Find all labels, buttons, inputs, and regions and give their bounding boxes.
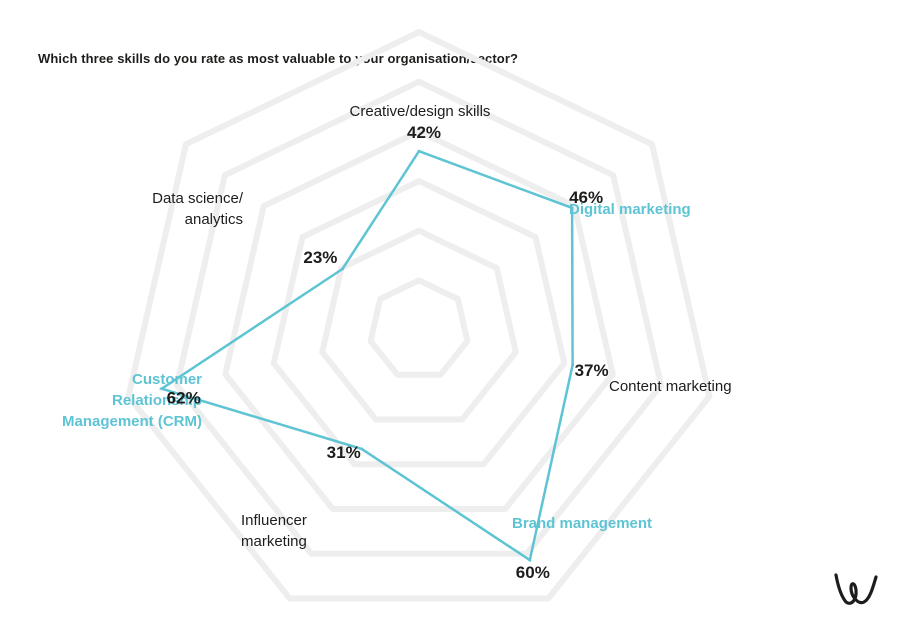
category-label: Digital marketing <box>569 201 691 218</box>
value-label: 60% <box>516 563 550 582</box>
data-point <box>417 149 421 153</box>
value-label: 46% <box>569 188 603 207</box>
radar-grid <box>125 29 713 602</box>
chart-title: Which three skills do you rate as most v… <box>38 51 519 66</box>
grid-ring <box>270 178 568 468</box>
category-label: Creative/design skills <box>350 103 491 120</box>
w-brand-logo-icon <box>834 573 878 605</box>
data-point <box>571 363 575 367</box>
data-point <box>360 447 364 451</box>
category-label: Customer Relationship Management (CRM) <box>62 371 202 430</box>
series-line <box>158 149 574 563</box>
category-label: Brand management <box>512 515 652 532</box>
grid-ring <box>222 128 616 512</box>
data-point <box>340 267 344 271</box>
category-label: Data science/analytics <box>152 190 244 228</box>
grid-ring <box>125 29 713 602</box>
grid-ring <box>319 227 519 423</box>
radar-series <box>158 149 575 563</box>
category-label: Influencer marketing <box>241 512 307 550</box>
value-label: 62% <box>167 389 201 408</box>
value-labels: 42% 46% 37% 60% 31% 62% 23% <box>167 123 609 582</box>
grid-ring <box>367 277 471 378</box>
category-label: Content marketing <box>609 378 732 395</box>
data-point <box>160 387 164 391</box>
value-label: 31% <box>327 443 361 462</box>
data-point <box>570 206 574 210</box>
category-labels: Creative/design skills Digital marketing C… <box>62 103 732 550</box>
value-label: 37% <box>575 361 609 380</box>
grid-ring <box>173 78 665 557</box>
value-label: 23% <box>303 248 337 267</box>
value-label: 42% <box>407 123 441 142</box>
data-point <box>528 558 532 562</box>
